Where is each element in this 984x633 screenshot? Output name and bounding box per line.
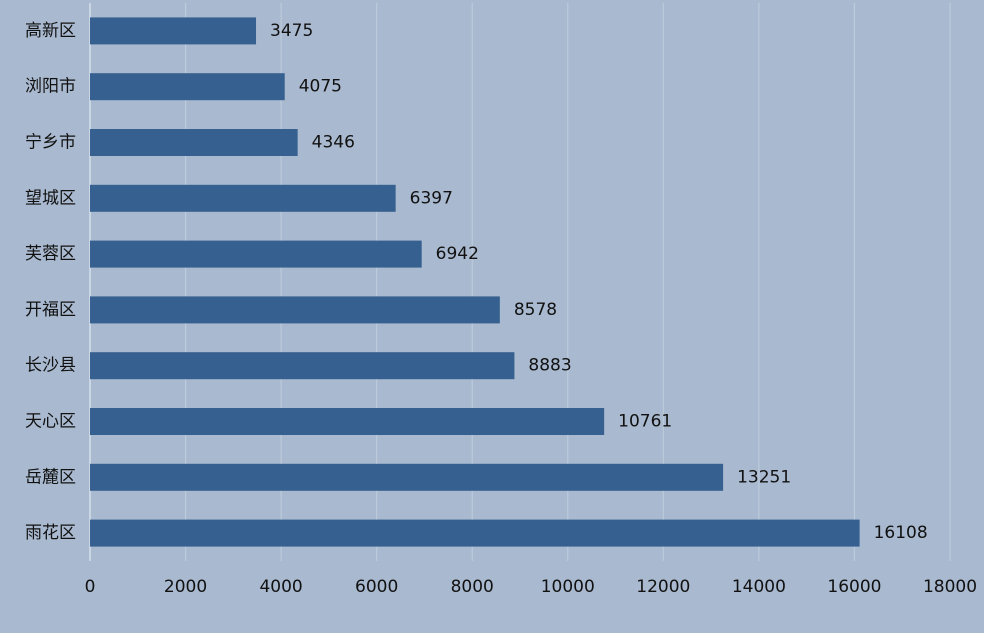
bar — [90, 184, 396, 212]
y-tick-label: 天心区 — [25, 412, 76, 432]
bar — [90, 519, 860, 547]
bar — [90, 17, 257, 45]
y-tick-label: 雨花区 — [25, 523, 76, 543]
y-tick-label: 开福区 — [25, 300, 76, 320]
y-tick-label: 高新区 — [25, 21, 76, 41]
bar — [90, 296, 500, 324]
value-label: 8578 — [514, 300, 557, 320]
value-label: 16108 — [874, 523, 928, 543]
value-label: 6942 — [436, 244, 479, 264]
x-tick-label: 10000 — [541, 577, 595, 597]
x-tick-label: 0 — [85, 577, 96, 597]
x-tick-label: 4000 — [259, 577, 302, 597]
x-tick-label: 8000 — [451, 577, 494, 597]
x-tick-label: 6000 — [355, 577, 398, 597]
y-tick-label: 宁乡市 — [25, 133, 76, 153]
bar — [90, 129, 298, 156]
y-tick-label: 长沙县 — [25, 356, 76, 376]
bar — [90, 408, 605, 435]
bar — [90, 352, 515, 380]
value-label: 6397 — [410, 188, 453, 208]
value-label: 4346 — [312, 133, 355, 153]
x-tick-label: 14000 — [732, 577, 786, 597]
value-label: 3475 — [270, 21, 313, 41]
y-tick-label: 浏阳市 — [25, 77, 76, 97]
bar — [90, 240, 422, 268]
value-label: 4075 — [299, 77, 342, 97]
y-tick-label: 望城区 — [25, 188, 76, 208]
x-tick-label: 18000 — [923, 577, 977, 597]
value-label: 8883 — [528, 356, 571, 376]
bar — [90, 73, 285, 101]
y-tick-label: 芙蓉区 — [25, 244, 76, 264]
x-tick-label: 12000 — [636, 577, 690, 597]
value-label: 10761 — [618, 412, 672, 432]
x-tick-label: 16000 — [827, 577, 881, 597]
bar — [90, 463, 724, 491]
y-tick-label: 岳麓区 — [25, 467, 76, 487]
value-label: 13251 — [737, 467, 791, 487]
x-tick-label: 2000 — [164, 577, 207, 597]
